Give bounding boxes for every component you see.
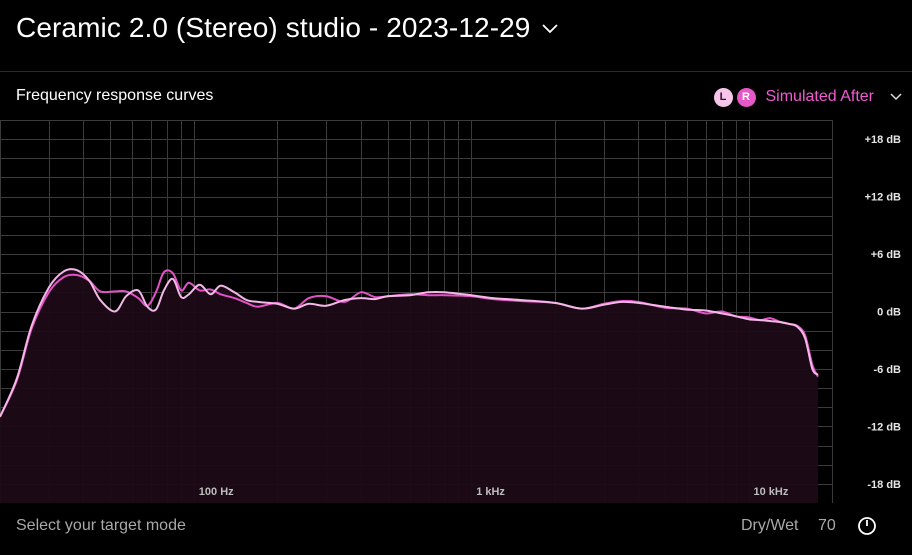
y-tick-label: +6 dB xyxy=(871,249,901,261)
header: Ceramic 2.0 (Stereo) studio - 2023-12-29 xyxy=(0,0,912,70)
preset-title: Ceramic 2.0 (Stereo) studio - 2023-12-29 xyxy=(16,12,531,43)
knob-icon[interactable] xyxy=(857,516,877,536)
y-tick-label: -6 dB xyxy=(874,364,902,376)
chevron-down-icon[interactable] xyxy=(888,89,904,105)
y-tick-label: +18 dB xyxy=(865,134,901,146)
left-channel-badge: L xyxy=(713,87,733,107)
curves xyxy=(0,268,819,418)
section-title: Frequency response curves xyxy=(16,87,214,104)
curve-area-fill xyxy=(0,269,818,503)
header-divider xyxy=(0,71,912,72)
right-channel-badge: R xyxy=(736,87,756,107)
y-tick-label: +12 dB xyxy=(865,192,901,204)
y-tick-label: -18 dB xyxy=(867,479,901,491)
y-tick-label: 0 dB xyxy=(877,307,901,319)
x-tick-label: 1 kHz xyxy=(476,486,505,498)
curve-selector[interactable]: L R Simulated After xyxy=(713,86,902,108)
chevron-down-icon xyxy=(542,24,559,34)
y-tick-label: -12 dB xyxy=(867,421,901,433)
frequency-response-chart: +18 dB +12 dB +6 dB 0 dB -6 dB -12 dB -18 dB 1… xyxy=(0,120,901,503)
drywet-label: Dry/Wet xyxy=(741,517,799,534)
x-tick-label: 10 kHz xyxy=(754,486,789,498)
target-mode-prompt: Select your target mode xyxy=(16,517,186,534)
drywet-value: 70 xyxy=(818,517,836,534)
preset-title-dropdown[interactable]: Ceramic 2.0 (Stereo) studio - 2023-12-29 xyxy=(16,12,560,44)
curve-mode-label: Simulated After xyxy=(765,88,875,105)
curve-l xyxy=(0,268,819,418)
y-axis-labels: +18 dB +12 dB +6 dB 0 dB -6 dB -12 dB -18 dB xyxy=(865,134,901,491)
curve-fill xyxy=(0,269,818,503)
x-axis-labels: 100 Hz 1 kHz 10 kHz xyxy=(199,486,789,498)
x-tick-label: 100 Hz xyxy=(199,486,234,498)
